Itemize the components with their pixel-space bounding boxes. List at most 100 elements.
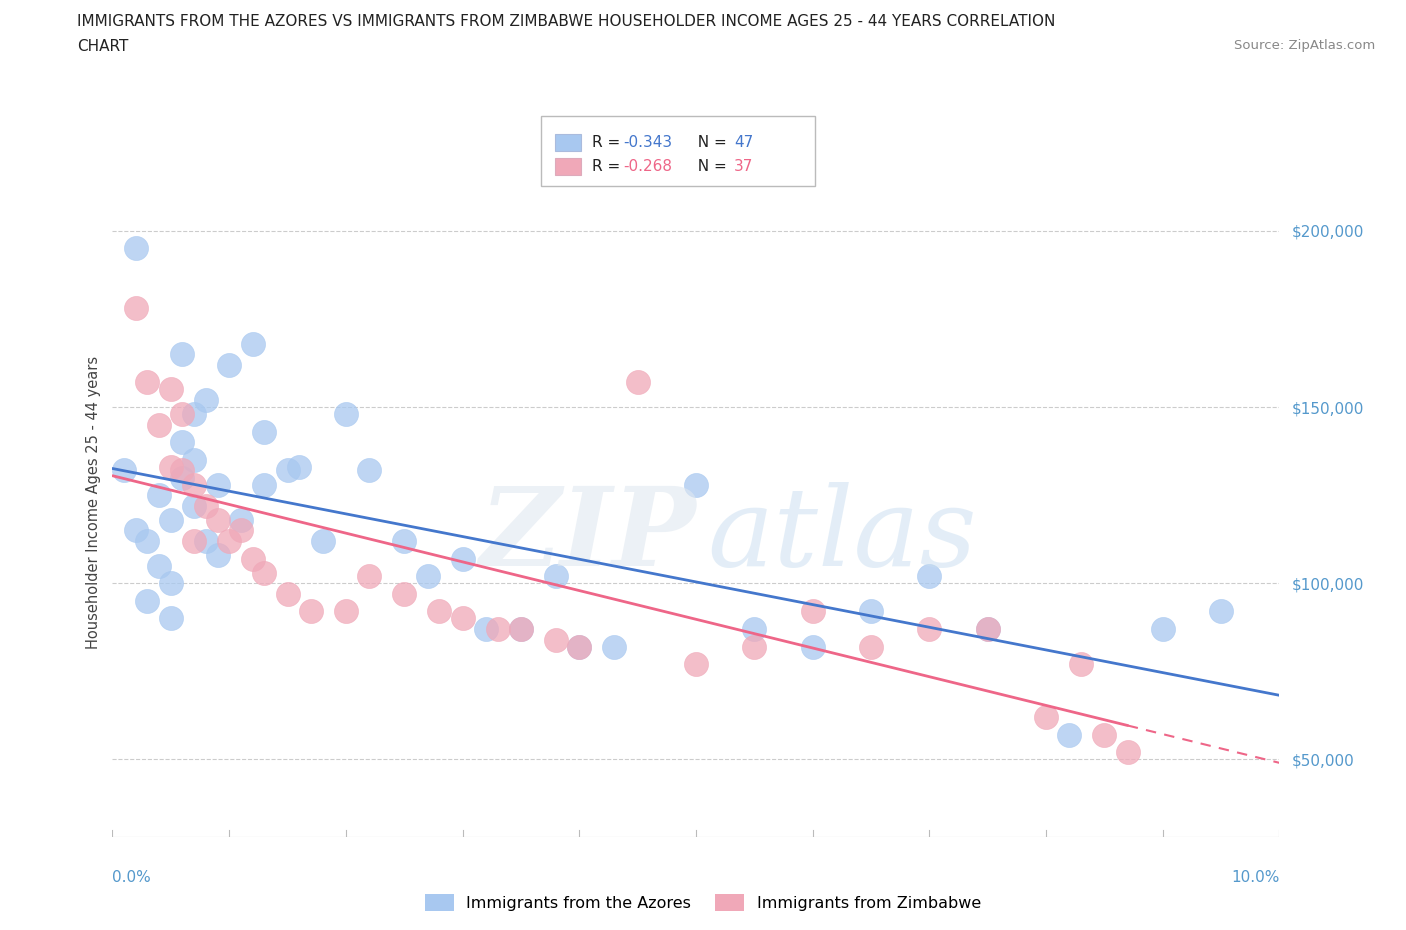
Text: CHART: CHART — [77, 39, 129, 54]
Point — [125, 241, 148, 256]
Point — [359, 463, 381, 478]
Point — [160, 459, 183, 474]
Point — [801, 639, 824, 654]
Point — [172, 463, 194, 478]
Text: -0.268: -0.268 — [623, 159, 672, 174]
Point — [486, 621, 509, 636]
Text: N =: N = — [688, 159, 731, 174]
Point — [218, 534, 240, 549]
Point — [172, 470, 194, 485]
Point — [172, 406, 194, 421]
Y-axis label: Householder Income Ages 25 - 44 years: Householder Income Ages 25 - 44 years — [86, 355, 101, 649]
Point — [229, 512, 252, 527]
Point — [685, 657, 707, 671]
Text: 37: 37 — [734, 159, 754, 174]
Point — [172, 435, 194, 450]
Point — [183, 534, 205, 549]
Point — [335, 604, 357, 618]
Text: 47: 47 — [734, 135, 754, 151]
Point — [976, 621, 998, 636]
Point — [160, 611, 183, 626]
Point — [416, 569, 439, 584]
Text: ZIP: ZIP — [479, 482, 696, 590]
Point — [194, 534, 217, 549]
Point — [509, 621, 531, 636]
Point — [1116, 745, 1139, 760]
Point — [451, 611, 474, 626]
Point — [125, 523, 148, 538]
Point — [918, 621, 941, 636]
Point — [1070, 657, 1092, 671]
Point — [335, 406, 357, 421]
Point — [253, 424, 276, 439]
Point — [183, 477, 205, 492]
Point — [568, 639, 591, 654]
Point — [125, 301, 148, 316]
Point — [859, 604, 883, 618]
Point — [148, 418, 170, 432]
Point — [218, 357, 240, 372]
Text: -0.343: -0.343 — [623, 135, 672, 151]
Point — [136, 534, 159, 549]
Point — [160, 512, 183, 527]
Text: 0.0%: 0.0% — [112, 870, 152, 884]
Point — [509, 621, 531, 636]
Point — [359, 569, 381, 584]
Point — [148, 487, 170, 502]
Text: atlas: atlas — [707, 482, 977, 590]
Point — [427, 604, 450, 618]
Text: IMMIGRANTS FROM THE AZORES VS IMMIGRANTS FROM ZIMBABWE HOUSEHOLDER INCOME AGES 2: IMMIGRANTS FROM THE AZORES VS IMMIGRANTS… — [77, 14, 1056, 29]
Point — [276, 587, 298, 602]
Point — [1035, 710, 1057, 724]
Text: R =: R = — [592, 135, 626, 151]
Point — [242, 336, 264, 351]
Text: 10.0%: 10.0% — [1232, 870, 1279, 884]
Point — [112, 463, 135, 478]
Point — [160, 576, 183, 591]
Point — [918, 569, 941, 584]
Point — [1209, 604, 1232, 618]
Point — [544, 632, 567, 647]
Point — [742, 621, 765, 636]
Point — [299, 604, 322, 618]
Point — [136, 593, 159, 608]
Point — [568, 639, 591, 654]
Point — [859, 639, 883, 654]
Point — [392, 587, 416, 602]
Point — [801, 604, 824, 618]
Point — [183, 406, 205, 421]
Point — [183, 498, 205, 513]
Legend: Immigrants from the Azores, Immigrants from Zimbabwe: Immigrants from the Azores, Immigrants f… — [419, 888, 987, 917]
Point — [685, 477, 707, 492]
Point — [976, 621, 998, 636]
Point — [626, 375, 648, 390]
Point — [183, 453, 205, 468]
Point — [207, 548, 229, 563]
Point — [242, 551, 264, 566]
Point — [148, 558, 170, 573]
Text: Source: ZipAtlas.com: Source: ZipAtlas.com — [1234, 39, 1375, 52]
Point — [160, 382, 183, 397]
Point — [253, 477, 276, 492]
Point — [742, 639, 765, 654]
Point — [172, 347, 194, 362]
Point — [194, 392, 217, 407]
Point — [603, 639, 626, 654]
Point — [276, 463, 298, 478]
Point — [136, 375, 159, 390]
Point — [1092, 727, 1115, 742]
Point — [288, 459, 311, 474]
Point — [451, 551, 474, 566]
Point — [475, 621, 498, 636]
Text: N =: N = — [688, 135, 731, 151]
Point — [253, 565, 276, 580]
Point — [311, 534, 333, 549]
Point — [392, 534, 416, 549]
Point — [207, 512, 229, 527]
Point — [194, 498, 217, 513]
Point — [207, 477, 229, 492]
Point — [1059, 727, 1081, 742]
Point — [229, 523, 252, 538]
Text: R =: R = — [592, 159, 626, 174]
Point — [544, 569, 567, 584]
